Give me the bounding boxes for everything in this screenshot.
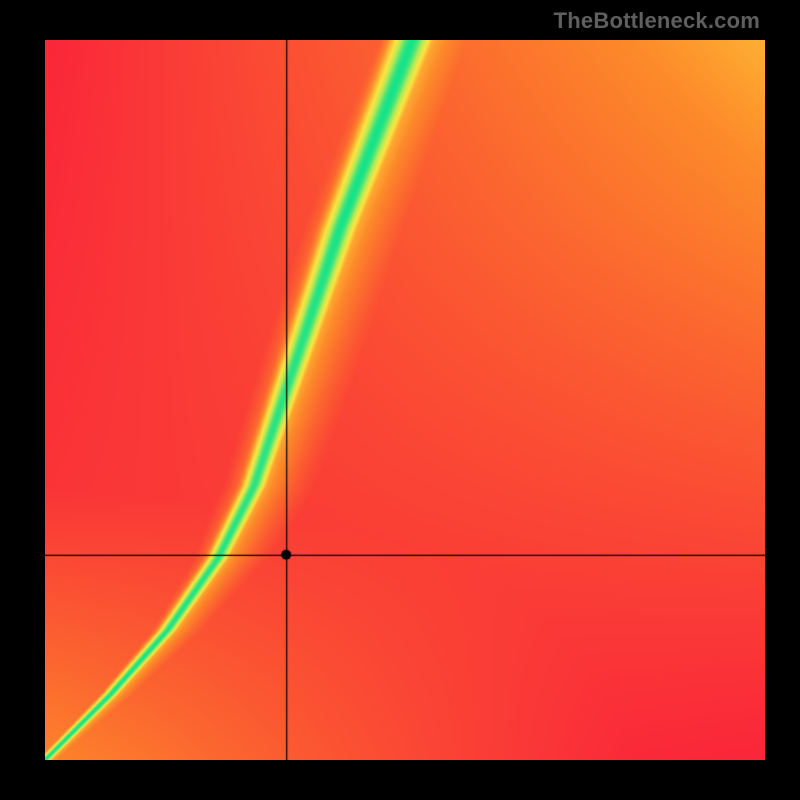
heatmap-canvas xyxy=(45,40,765,760)
heatmap-plot xyxy=(45,40,765,760)
watermark-text: TheBottleneck.com xyxy=(554,8,760,34)
